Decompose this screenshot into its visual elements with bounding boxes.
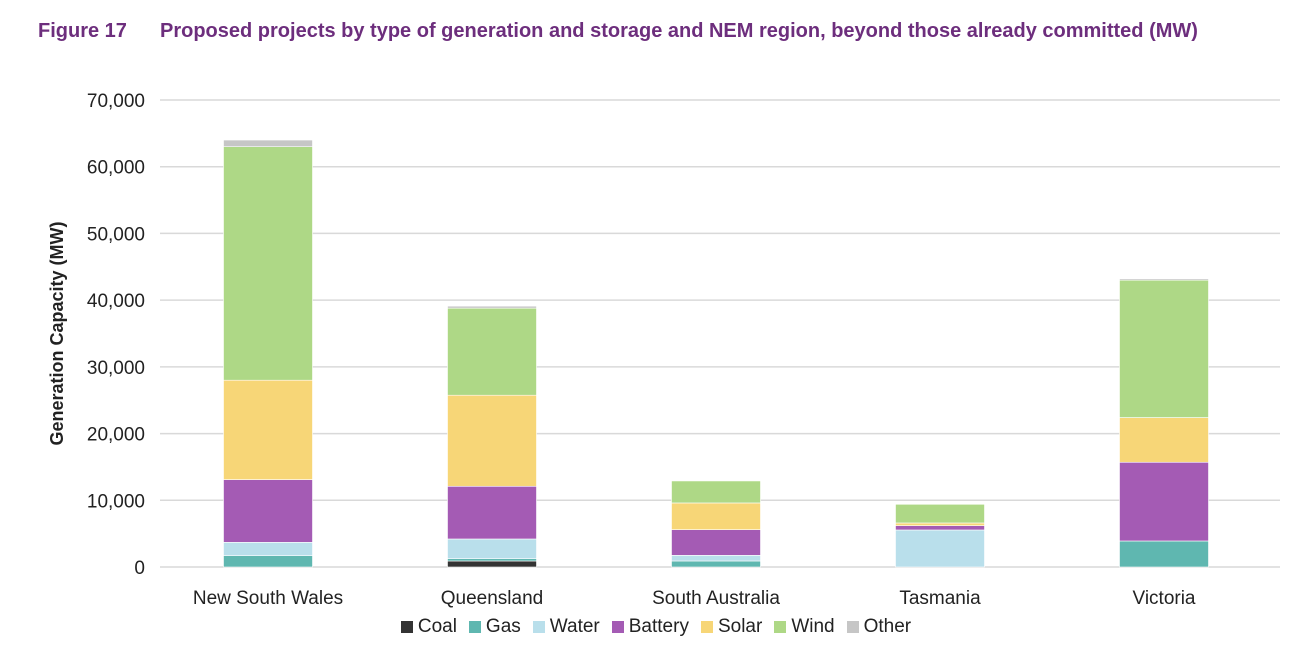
legend-swatch [468,621,481,633]
legend-item-gas: Gas [468,616,521,638]
x-tick-label: Victoria [1132,588,1195,609]
x-tick-label: Queensland [441,588,543,609]
chart-title: Proposed projects by type of generation … [160,20,1198,42]
bar-segment-other [447,305,537,309]
bar-segment-wind [1119,279,1209,418]
y-tick-label: 70,000 [87,91,145,112]
bar-segment-solar [895,522,985,526]
legend-label: Solar [717,616,763,637]
bar-segment-gas [1119,540,1209,568]
bar-segment-other [223,139,313,147]
bar-segment-other [1119,278,1209,281]
bar-segment-battery [895,525,985,531]
legend-swatch [611,621,624,633]
bar-segment-solar [1119,417,1209,463]
bar-segment-coal [447,560,537,568]
y-tick-label: 40,000 [87,291,145,312]
bar-segment-solar [223,379,313,480]
legend-item-battery: Battery [611,616,689,638]
bar-segment-wind [895,503,985,524]
figure-title: Figure 17 Proposed projects by type of g… [38,18,1290,44]
y-axis-label: Generation Capacity (MW) [47,221,67,445]
legend-swatch [846,621,859,633]
legend-label: Battery [628,616,689,637]
y-tick-label: 30,000 [87,358,145,379]
legend-swatch [700,621,713,633]
x-tick-label: Tasmania [899,588,981,609]
bar-segment-battery [1119,461,1209,542]
x-tick-label: South Australia [652,588,780,609]
y-tick-label: 60,000 [87,158,145,179]
legend-label: Wind [791,616,835,637]
bar-segment-solar [671,502,761,530]
legend-swatch [774,621,787,633]
legend-item-solar: Solar [700,616,763,638]
legend-swatch [532,621,545,633]
bar-segment-battery [447,485,537,540]
bar-segment-wind [223,146,313,381]
legend: Coal Gas Water Battery Solar Wind Other [0,616,1312,638]
bar-segment-water [447,538,537,559]
legend-item-other: Other [846,616,912,638]
bar-segment-solar [447,394,537,487]
y-tick-label: 10,000 [87,491,145,512]
legend-swatch [400,621,413,633]
bar-segment-water [671,555,761,562]
y-tick-label: 20,000 [87,425,145,446]
bar-segment-gas [223,555,313,568]
bar-segment-wind [671,480,761,504]
bar-segment-gas [447,558,537,562]
legend-label: Water [549,616,600,637]
bar-segment-wind [447,307,537,396]
legend-label: Other [863,616,912,637]
bar-segment-battery [223,479,313,543]
legend-item-water: Water [532,616,600,638]
y-tick-label: 50,000 [87,224,145,245]
bar-segment-battery [671,529,761,556]
bar-segment-gas [671,560,761,568]
bar-segment-water [895,529,985,568]
legend-label: Gas [485,616,521,637]
x-tick-label: New South Wales [193,588,343,609]
legend-item-coal: Coal [400,616,457,638]
y-tick-label: 0 [134,558,145,579]
figure-label: Figure 17 [38,20,127,42]
bar-segment-water [223,542,313,556]
legend-label: Coal [417,616,457,637]
legend-item-wind: Wind [774,616,835,638]
